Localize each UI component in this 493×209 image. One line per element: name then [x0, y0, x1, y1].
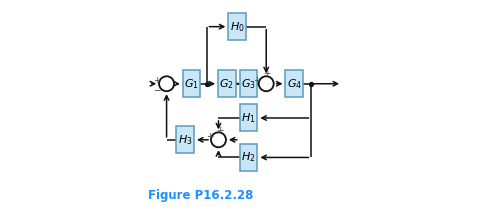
Bar [218, 70, 236, 97]
Text: +: + [253, 75, 261, 84]
Bar [240, 104, 257, 131]
Text: +: + [264, 69, 271, 78]
Text: $H_2$: $H_2$ [241, 150, 256, 164]
Bar [228, 13, 246, 40]
Text: $H_3$: $H_3$ [178, 133, 193, 147]
Text: $G_4$: $G_4$ [286, 77, 302, 91]
Text: $G_3$: $G_3$ [241, 77, 256, 91]
Circle shape [211, 132, 226, 147]
Text: +: + [216, 126, 223, 135]
Bar [285, 70, 303, 97]
Circle shape [259, 76, 274, 91]
Text: +: + [206, 131, 213, 141]
Bar [176, 126, 194, 153]
Bar [183, 70, 200, 97]
Circle shape [159, 76, 174, 91]
Text: $H_1$: $H_1$ [241, 111, 256, 125]
Text: $G_2$: $G_2$ [219, 77, 234, 91]
Text: Figure P16.2.28: Figure P16.2.28 [148, 189, 253, 202]
Text: +: + [153, 75, 161, 84]
Text: $G_1$: $G_1$ [184, 77, 199, 91]
Bar [240, 144, 257, 171]
Bar [240, 70, 257, 97]
Text: $-$: $-$ [153, 84, 161, 93]
Text: $H_0$: $H_0$ [230, 20, 245, 34]
